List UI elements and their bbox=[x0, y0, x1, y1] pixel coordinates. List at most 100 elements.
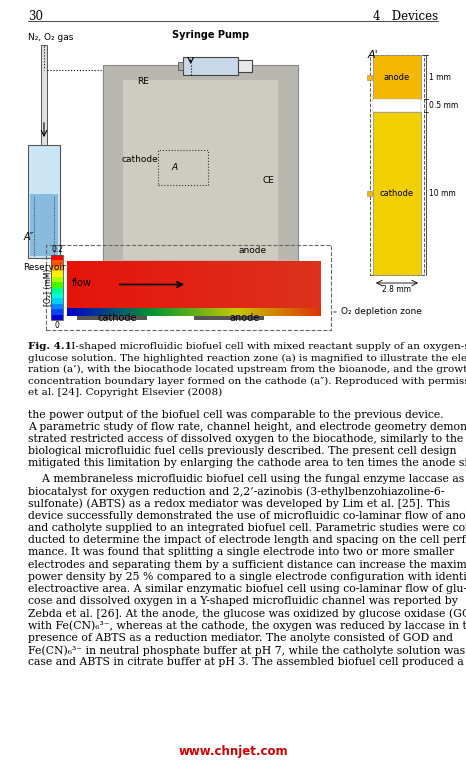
Bar bbox=[210, 308, 211, 316]
Bar bbox=[209, 308, 210, 316]
Text: Fe(CN)₆³⁻ in neutral phosphate buffer at pH 7, while the catholyte solution was : Fe(CN)₆³⁻ in neutral phosphate buffer at… bbox=[28, 645, 466, 655]
Bar bbox=[98, 261, 99, 308]
Bar bbox=[160, 261, 161, 308]
Bar bbox=[51, 287, 63, 293]
Bar bbox=[123, 308, 124, 316]
Bar bbox=[110, 261, 111, 308]
Text: cathode: cathode bbox=[121, 155, 158, 164]
Bar bbox=[153, 261, 154, 308]
Bar bbox=[285, 261, 286, 308]
Bar bbox=[218, 261, 219, 308]
Bar bbox=[229, 261, 230, 308]
Bar bbox=[83, 261, 84, 308]
Text: O₂ depletion zone: O₂ depletion zone bbox=[341, 308, 422, 317]
Bar bbox=[137, 261, 138, 308]
Bar bbox=[116, 261, 117, 308]
Bar bbox=[260, 261, 261, 308]
Bar bbox=[99, 308, 100, 316]
Bar bbox=[135, 261, 136, 308]
Bar bbox=[178, 261, 179, 308]
Bar bbox=[264, 261, 265, 308]
Bar bbox=[186, 308, 187, 316]
Bar bbox=[144, 261, 145, 308]
Bar bbox=[78, 308, 79, 316]
Bar bbox=[241, 308, 242, 316]
Bar bbox=[85, 261, 86, 308]
Bar bbox=[283, 308, 284, 316]
Bar bbox=[266, 308, 267, 316]
Bar bbox=[163, 261, 164, 308]
Bar bbox=[249, 261, 250, 308]
Bar bbox=[265, 308, 266, 316]
Bar bbox=[51, 276, 63, 282]
Text: power density by 25 % compared to a single electrode configuration with identica: power density by 25 % compared to a sing… bbox=[28, 572, 466, 582]
Bar bbox=[314, 308, 315, 316]
Bar bbox=[212, 261, 213, 308]
Bar bbox=[84, 261, 85, 308]
Bar bbox=[275, 308, 276, 316]
Bar bbox=[108, 308, 109, 316]
Bar bbox=[258, 308, 259, 316]
Bar bbox=[118, 308, 119, 316]
Bar bbox=[235, 308, 236, 316]
Bar bbox=[131, 261, 132, 308]
Bar bbox=[93, 308, 94, 316]
Bar bbox=[188, 308, 189, 316]
Bar bbox=[226, 261, 227, 308]
Bar bbox=[303, 261, 304, 308]
Bar bbox=[251, 261, 252, 308]
Bar bbox=[289, 308, 290, 316]
Bar bbox=[121, 308, 122, 316]
Bar bbox=[51, 298, 63, 304]
Bar bbox=[270, 308, 271, 316]
Bar bbox=[135, 308, 136, 316]
Text: 0.2: 0.2 bbox=[51, 245, 63, 254]
Text: strated restricted access of dissolved oxygen to the biocathode, similarly to th: strated restricted access of dissolved o… bbox=[28, 434, 466, 444]
Text: with Fe(CN)₆³⁻, whereas at the cathode, the oxygen was reduced by laccase in the: with Fe(CN)₆³⁻, whereas at the cathode, … bbox=[28, 621, 466, 631]
Bar bbox=[131, 308, 132, 316]
Bar bbox=[107, 308, 108, 316]
Bar bbox=[164, 308, 165, 316]
Bar bbox=[191, 261, 192, 308]
Bar bbox=[175, 308, 176, 316]
Bar bbox=[309, 308, 310, 316]
Bar bbox=[296, 261, 297, 308]
Bar bbox=[284, 308, 285, 316]
Bar bbox=[133, 261, 134, 308]
Bar bbox=[146, 308, 147, 316]
Bar bbox=[129, 261, 130, 308]
Bar bbox=[316, 308, 317, 316]
Text: electrodes and separating them by a sufficient distance can increase the maximum: electrodes and separating them by a suff… bbox=[28, 560, 466, 570]
Bar bbox=[191, 308, 192, 316]
Bar bbox=[205, 308, 206, 316]
Bar bbox=[173, 308, 174, 316]
Bar bbox=[267, 308, 268, 316]
Bar bbox=[97, 308, 98, 316]
Bar bbox=[259, 261, 260, 308]
Bar bbox=[184, 261, 185, 308]
Bar bbox=[106, 308, 107, 316]
Bar bbox=[124, 261, 125, 308]
Bar bbox=[213, 308, 214, 316]
Bar bbox=[309, 261, 310, 308]
Bar bbox=[220, 261, 221, 308]
Bar bbox=[154, 308, 155, 316]
Bar bbox=[281, 308, 282, 316]
Bar bbox=[178, 308, 179, 316]
Bar bbox=[293, 308, 294, 316]
Bar bbox=[273, 261, 274, 308]
Bar bbox=[91, 308, 92, 316]
Bar bbox=[202, 308, 203, 316]
Bar bbox=[183, 57, 238, 75]
Bar bbox=[276, 261, 277, 308]
Bar bbox=[87, 308, 88, 316]
Bar bbox=[299, 308, 300, 316]
Text: 10 mm: 10 mm bbox=[429, 189, 456, 198]
Bar bbox=[172, 308, 173, 316]
Bar bbox=[132, 261, 133, 308]
Bar bbox=[69, 308, 70, 316]
Bar bbox=[86, 308, 87, 316]
Bar bbox=[192, 308, 193, 316]
Bar bbox=[165, 308, 166, 316]
Bar bbox=[187, 308, 188, 316]
